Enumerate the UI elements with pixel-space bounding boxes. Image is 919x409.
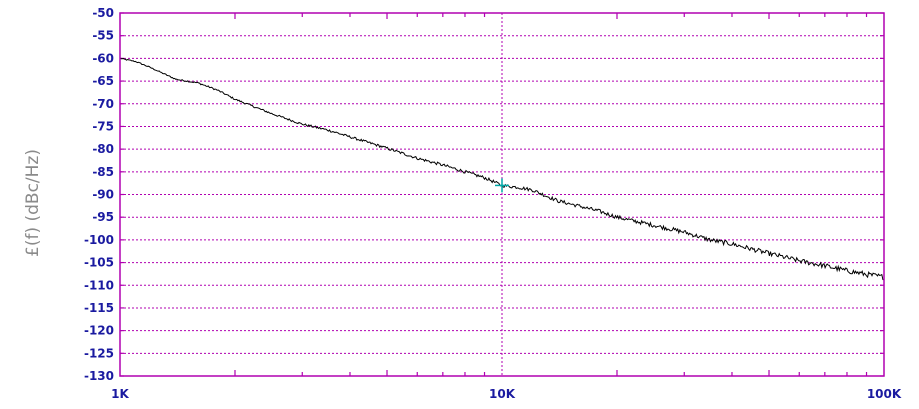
x-axis-ticks: 1K 10K 100K bbox=[111, 13, 902, 401]
y-tick-label: -130 bbox=[84, 369, 114, 383]
y-tick-label: -110 bbox=[84, 278, 114, 292]
y-tick-label: -120 bbox=[84, 324, 114, 338]
y-tick-label: -100 bbox=[84, 233, 114, 247]
plot-frame bbox=[119, 12, 885, 377]
grid-lines bbox=[120, 13, 884, 376]
marker-layer bbox=[495, 178, 509, 193]
y-tick-label: -75 bbox=[92, 119, 114, 133]
x-tick-label: 1K bbox=[111, 387, 129, 401]
y-tick-label: -50 bbox=[92, 6, 114, 20]
y-tick-label: -55 bbox=[92, 29, 114, 43]
y-tick-label: -60 bbox=[92, 51, 114, 65]
y-tick-label: -85 bbox=[92, 165, 114, 179]
y-tick-label: -65 bbox=[92, 74, 114, 88]
y-tick-label: -90 bbox=[92, 188, 114, 202]
y-tick-label: -80 bbox=[92, 142, 114, 156]
y-axis-title: £(f) (dBc/Hz) bbox=[23, 149, 43, 257]
y-tick-label: -95 bbox=[92, 210, 114, 224]
y-tick-label: -125 bbox=[84, 346, 114, 360]
y-tick-label: -70 bbox=[92, 97, 114, 111]
x-tick-label: 10K bbox=[489, 387, 516, 401]
y-tick-label: -105 bbox=[84, 256, 114, 270]
x-tick-label: 100K bbox=[867, 387, 902, 401]
y-axis-ticks: -50 -55 -60 -65 -70 -75 -80 -85 -90 -95 -100 -105 -1… bbox=[84, 6, 884, 383]
y-tick-label: -115 bbox=[84, 301, 114, 315]
